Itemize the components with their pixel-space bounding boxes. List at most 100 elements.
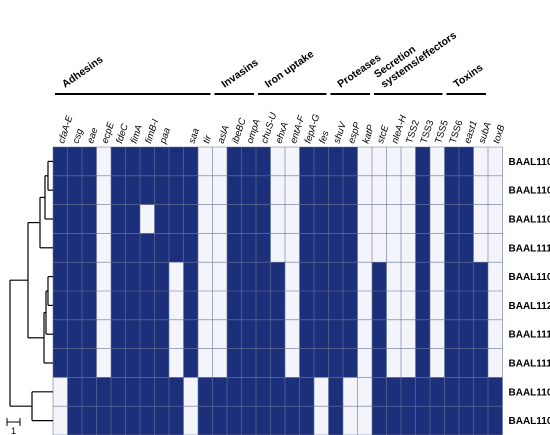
cell-BAAL1106-col15 [270,147,285,176]
cell-BAAL1104-col11 [212,377,227,407]
cell-BAAL1107-col15 [270,204,285,234]
cell-BAAL1107-col26 [430,204,445,234]
cell-BAAL1106-col9 [183,147,198,176]
cell-BAAL1124-col0 [53,291,68,320]
cell-BAAL1106-col10 [198,147,213,176]
cell-BAAL1124-col13 [241,291,256,320]
cell-BAAL1105-col11 [212,175,227,205]
cell-BAAL1104-col28 [459,377,474,407]
cell-BAAL1115-col18 [314,348,329,378]
cell-BAAL1105-col23 [386,175,401,205]
cell-BAAL1107-col24 [401,204,416,234]
cell-BAAL1110-col16 [285,233,300,263]
cell-BAAL1124-col27 [444,291,459,320]
cell-BAAL1103-col21 [357,262,372,291]
cell-BAAL1107-col8 [169,204,184,234]
cell-BAAL1112-col6 [140,319,155,349]
cell-BAAL1105-col19 [328,175,343,205]
cell-BAAL1102-col18 [314,406,329,435]
strain-label: BAAL1102 [509,416,550,427]
cell-BAAL1106-col12 [227,147,242,176]
cell-BAAL1105-col8 [169,175,184,205]
cell-BAAL1107-col1 [67,204,82,234]
cell-BAAL1103-col18 [314,262,329,291]
cell-BAAL1124-col25 [415,291,430,320]
strain-label: BAAL1107 [509,215,550,226]
cell-BAAL1112-col20 [343,319,358,349]
cell-BAAL1106-col25 [415,147,430,176]
cell-BAAL1124-col23 [386,291,401,320]
cell-BAAL1102-col21 [357,406,372,435]
cell-BAAL1115-col26 [430,348,445,378]
cell-BAAL1124-col16 [285,291,300,320]
cell-BAAL1107-col7 [154,204,169,234]
cell-BAAL1106-col11 [212,147,227,176]
cell-BAAL1112-col1 [67,319,82,349]
cell-BAAL1110-col2 [82,233,97,263]
cell-BAAL1105-col21 [357,175,372,205]
cell-BAAL1107-col17 [299,204,314,234]
strain-label: BAAL1104 [509,387,550,398]
cell-BAAL1103-col13 [241,262,256,291]
cell-BAAL1106-col13 [241,147,256,176]
cell-BAAL1103-col1 [67,262,82,291]
cell-BAAL1124-col17 [299,291,314,320]
cell-BAAL1102-col25 [415,406,430,435]
cell-BAAL1115-col8 [169,348,184,378]
cell-BAAL1104-col3 [96,377,111,407]
cell-BAAL1110-col1 [67,233,82,263]
cell-BAAL1103-col8 [169,262,184,291]
dendrogram [9,160,53,422]
cell-BAAL1105-col26 [430,175,445,205]
cell-BAAL1106-col22 [372,147,387,176]
cell-BAAL1102-col15 [270,406,285,435]
cell-BAAL1102-col24 [401,406,416,435]
cell-BAAL1102-col12 [227,406,242,435]
cell-BAAL1106-col0 [53,147,68,176]
cell-BAAL1112-col28 [459,319,474,349]
cell-BAAL1105-col24 [401,175,416,205]
cell-BAAL1103-col11 [212,262,227,291]
gene-group-headers: Adhesins Invasins Iron uptake ProteasesSecr… [55,29,486,95]
cell-BAAL1105-col27 [444,175,459,205]
cell-BAAL1124-col4 [111,291,126,320]
cell-BAAL1124-col30 [488,291,503,320]
gene-label: saa [187,127,202,145]
cell-BAAL1110-col23 [386,233,401,263]
gene-label: paa [157,126,173,145]
presence-absence-grid [52,146,503,435]
cell-BAAL1102-col9 [183,406,198,435]
cell-BAAL1115-col19 [328,348,343,378]
cell-BAAL1105-col10 [198,175,213,205]
cell-BAAL1102-col19 [328,406,343,435]
cell-BAAL1102-col8 [169,406,184,435]
cell-BAAL1110-col5 [125,233,140,263]
cell-BAAL1115-col9 [183,348,198,378]
cell-BAAL1104-col23 [386,377,401,407]
cell-BAAL1110-col25 [415,233,430,263]
cell-BAAL1102-col27 [444,406,459,435]
cell-BAAL1115-col25 [415,348,430,378]
cell-BAAL1112-col24 [401,319,416,349]
cell-BAAL1110-col28 [459,233,474,263]
cell-BAAL1102-col0 [53,406,68,435]
cell-BAAL1103-col29 [473,262,488,291]
cell-BAAL1110-col29 [473,233,488,263]
cell-BAAL1104-col26 [430,377,445,407]
cell-BAAL1110-col21 [357,233,372,263]
cell-BAAL1103-col12 [227,262,242,291]
cell-BAAL1112-col11 [212,319,227,349]
cell-BAAL1110-col11 [212,233,227,263]
cell-BAAL1103-col10 [198,262,213,291]
cell-BAAL1124-col10 [198,291,213,320]
cell-BAAL1110-col19 [328,233,343,263]
cell-BAAL1124-col26 [430,291,445,320]
strain-labels: BAAL1106 BAAL1105 BAAL1107 BAAL1110 BAAL1103… [509,157,550,427]
cell-BAAL1105-col3 [96,175,111,205]
cell-BAAL1110-col30 [488,233,503,263]
cell-BAAL1105-col29 [473,175,488,205]
cell-BAAL1104-col4 [111,377,126,407]
cell-BAAL1124-col15 [270,291,285,320]
cell-BAAL1112-col22 [372,319,387,349]
cell-BAAL1106-col7 [154,147,169,176]
